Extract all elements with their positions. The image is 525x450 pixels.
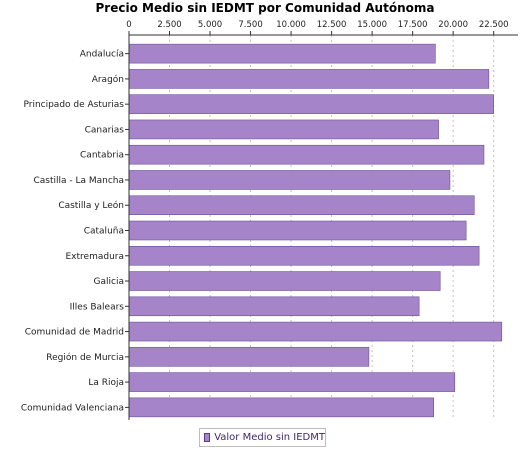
x-tick-label: 20.000 — [438, 20, 468, 30]
category-label: Región de Murcia — [46, 352, 124, 363]
bar-chart: Precio Medio sin IEDMT por Comunidad Aut… — [21, 1, 518, 420]
category-label: Extremadura — [66, 252, 125, 262]
x-tick-label: 7.500 — [238, 20, 262, 30]
x-tick-label: 22.500 — [479, 20, 509, 30]
category-labels: Andalucía Aragón Principado de Asturias Can… — [21, 50, 129, 413]
bar — [128, 94, 494, 114]
bar — [128, 144, 485, 165]
category-label: Comunidad Valenciana — [21, 403, 124, 413]
bar — [128, 271, 441, 291]
bar — [128, 296, 420, 317]
bar — [128, 245, 480, 266]
x-tick-label: 12.500 — [317, 20, 347, 30]
bar — [128, 170, 451, 190]
bar — [128, 195, 475, 216]
category-label: Cataluña — [84, 227, 124, 237]
category-label: Canarias — [85, 125, 125, 135]
x-tick-label: 0 — [126, 20, 131, 30]
legend-swatch — [204, 433, 211, 442]
bar — [128, 220, 467, 241]
category-label: Aragón — [92, 74, 124, 85]
x-tick-label: 5.000 — [198, 20, 222, 30]
category-label: Castilla - La Mancha — [33, 176, 124, 186]
bar — [128, 372, 456, 392]
bar — [128, 397, 435, 418]
category-label: Castilla y León — [58, 200, 124, 211]
x-axis-ticks: 0 2.500 5.000 7.500 10.000 12.500 15.000 17.500… — [126, 20, 509, 35]
category-label: Andalucía — [80, 50, 124, 60]
category-label: Galicia — [94, 277, 124, 287]
category-label: Cantabria — [80, 151, 124, 161]
legend-label: Valor Medio sin IEDMT — [214, 432, 325, 443]
x-tick-label: 10.000 — [276, 20, 306, 30]
bar — [128, 321, 503, 342]
x-tick-label: 15.000 — [357, 20, 387, 30]
bar — [128, 347, 370, 367]
bar — [128, 43, 436, 64]
category-label: Principado de Asturias — [23, 100, 124, 110]
bar — [128, 119, 439, 140]
legend: Valor Medio sin IEDMT — [199, 428, 326, 447]
x-tick-label: 17.500 — [398, 20, 428, 30]
category-label: Illes Balears — [70, 302, 125, 312]
x-tick-label: 2.500 — [157, 20, 181, 30]
category-label: Comunidad de Madrid — [25, 328, 124, 338]
bar — [128, 69, 490, 89]
chart-title: Precio Medio sin IEDMT por Comunidad Aut… — [96, 1, 435, 15]
category-label: La Rioja — [88, 378, 124, 388]
bars — [128, 43, 503, 418]
